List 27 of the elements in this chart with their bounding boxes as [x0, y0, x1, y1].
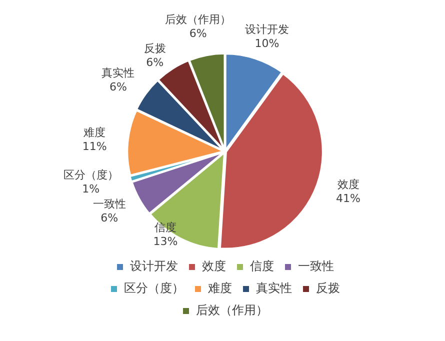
- slice-label: 效度: [337, 178, 360, 192]
- slice-label: 反拨: [144, 42, 166, 55]
- legend-label: 反拨: [316, 281, 340, 296]
- slice-label: 区分（度）: [63, 168, 118, 182]
- legend-label: 信度: [250, 259, 274, 274]
- data-label: 6%: [146, 56, 164, 69]
- legend-label: 真实性: [256, 281, 292, 296]
- slice-label: 真实性: [102, 66, 135, 80]
- data-label: 6%: [189, 26, 207, 40]
- legend-label: 一致性: [298, 259, 334, 274]
- legend-label: 设计开发: [130, 259, 178, 274]
- data-label: 13%: [153, 234, 178, 248]
- legend-label: 效度: [202, 259, 226, 274]
- legend-label: 难度: [207, 281, 232, 296]
- data-label: 6%: [100, 212, 118, 225]
- data-label: 41%: [336, 192, 360, 206]
- slice-label: 后效（作用）: [165, 12, 232, 26]
- slice-label: 设计开发: [244, 22, 289, 36]
- data-label: 10%: [254, 36, 280, 50]
- data-label: 6%: [109, 80, 127, 94]
- legend-label: 后效（作用）: [196, 303, 268, 318]
- slice-label: 一致性: [92, 198, 126, 211]
- legend-label: 区分（度）: [124, 281, 184, 296]
- slice-label: 难度: [84, 126, 106, 140]
- data-label: 11%: [82, 140, 107, 154]
- data-label: 1%: [82, 182, 100, 196]
- slice-label: 信度: [154, 220, 177, 234]
